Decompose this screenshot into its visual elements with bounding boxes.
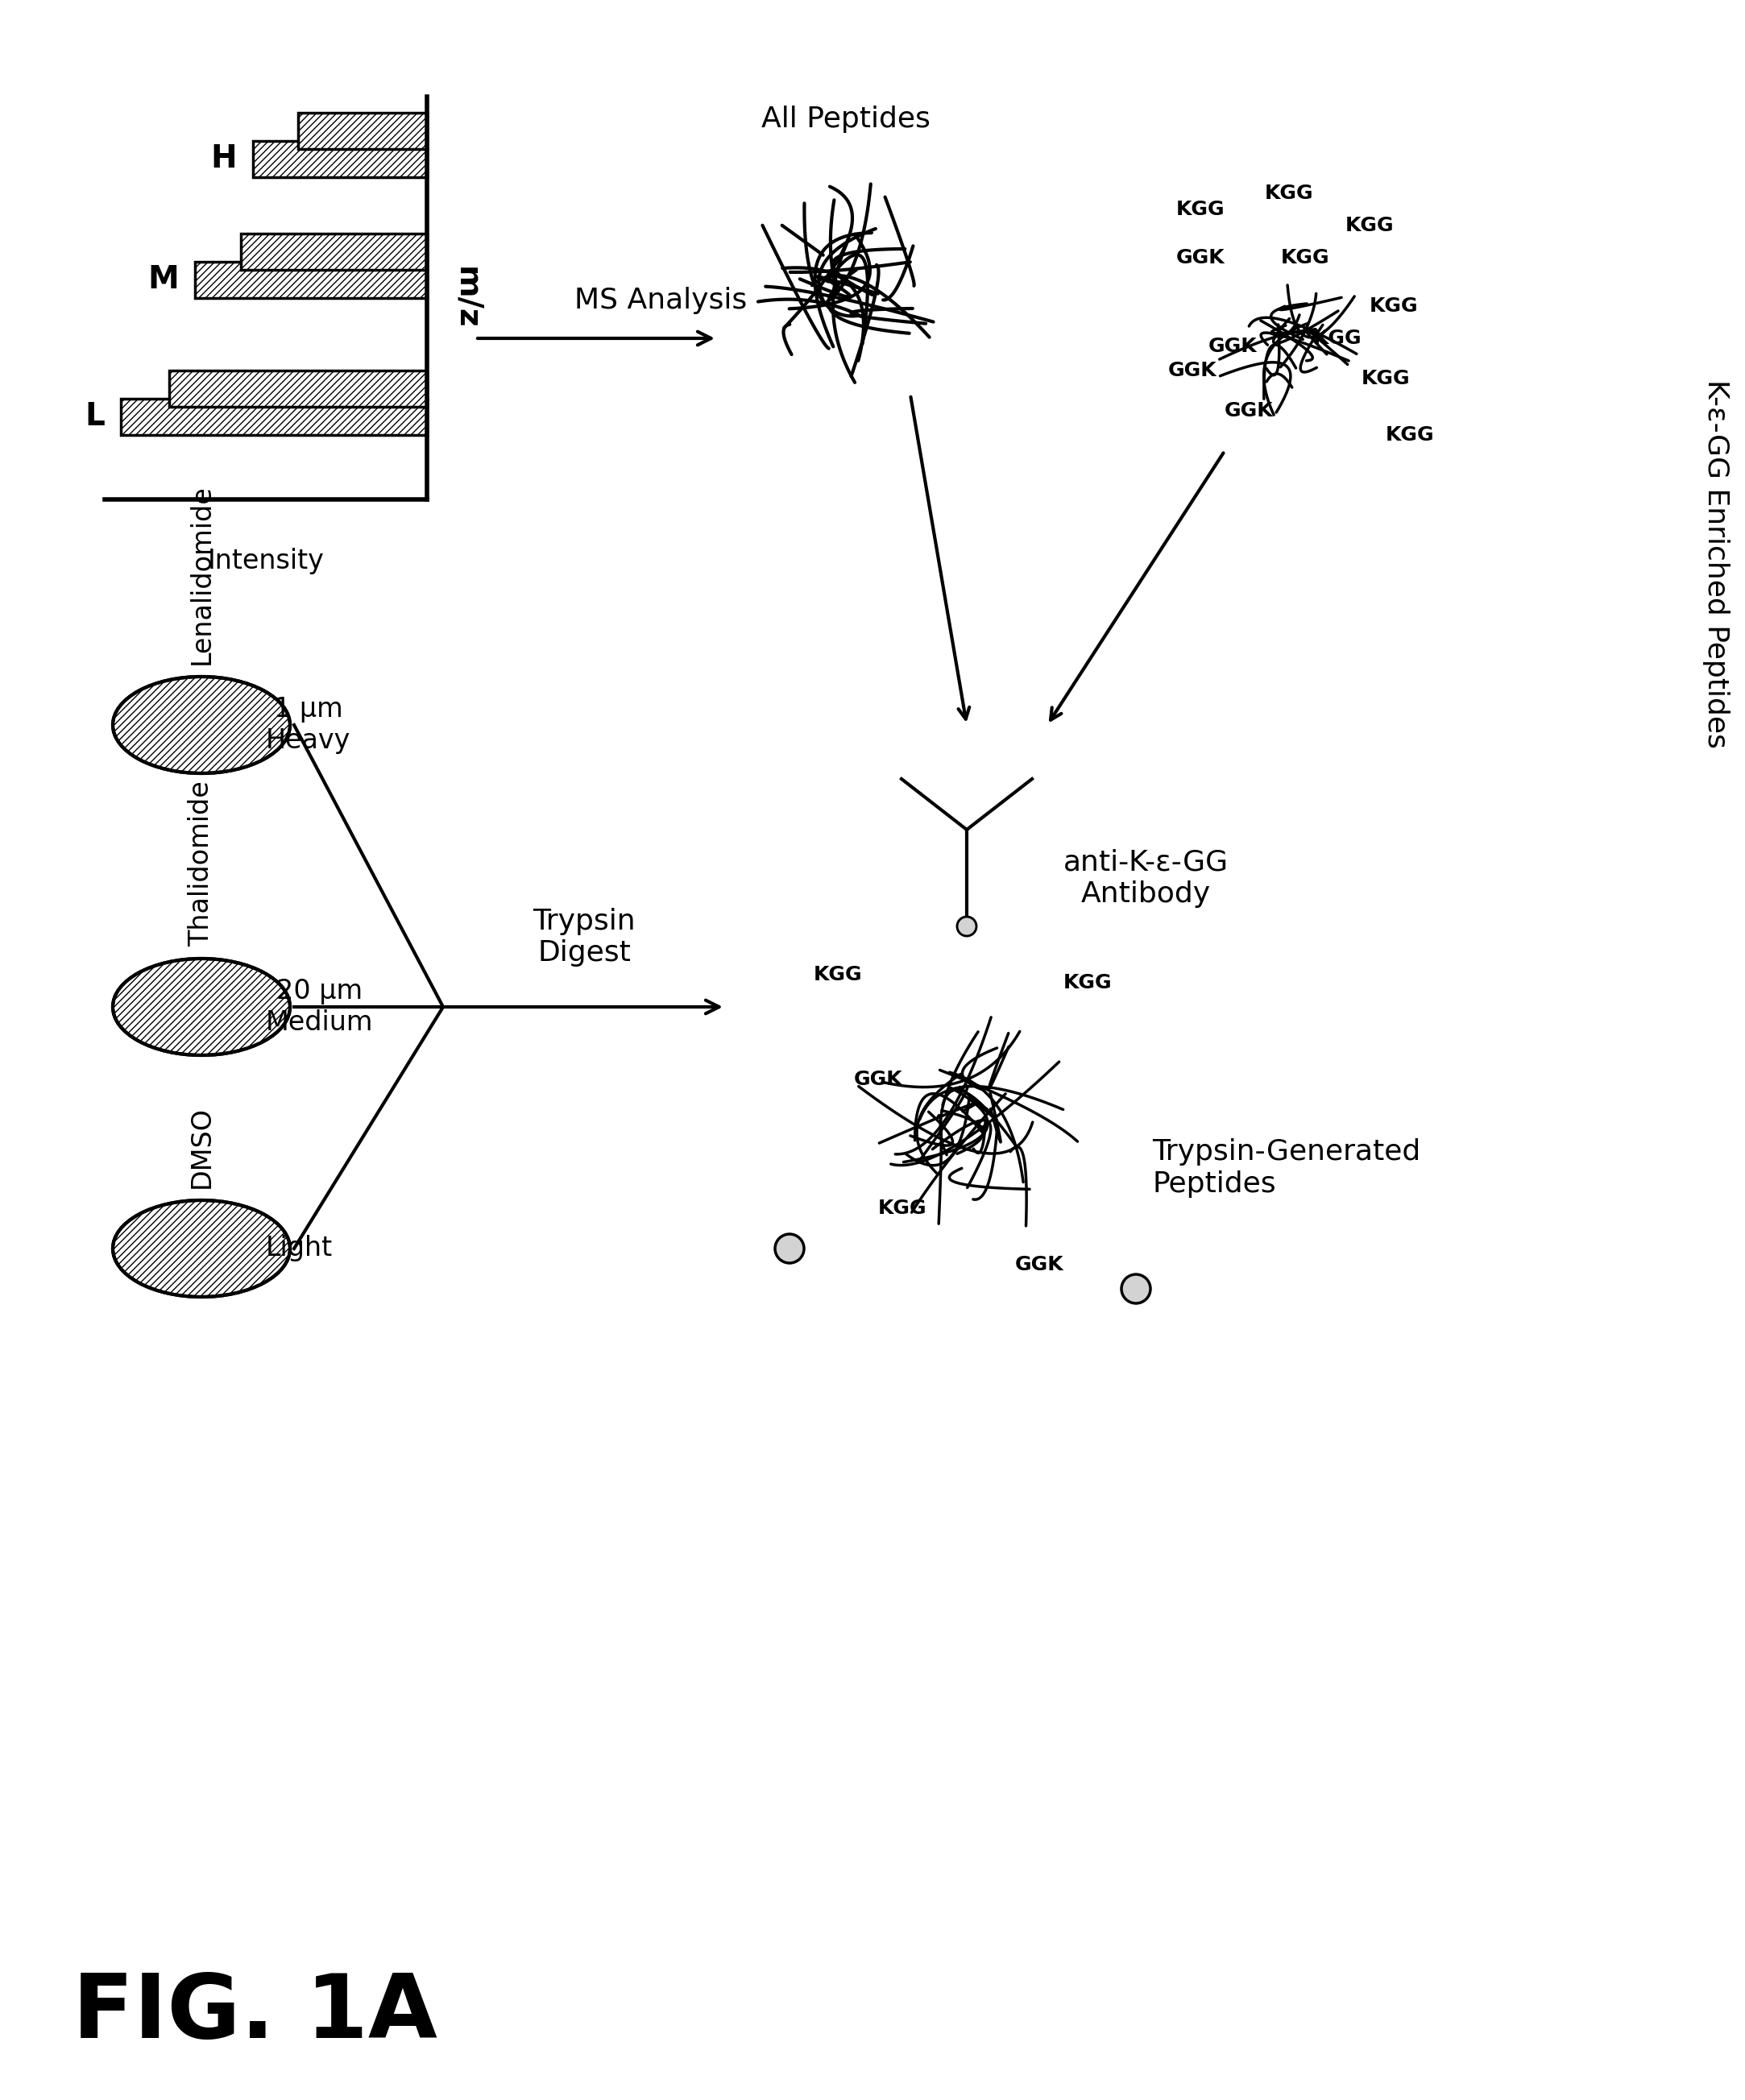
Circle shape (1122, 1275, 1150, 1304)
Text: FIG. 1A: FIG. 1A (73, 1970, 438, 2056)
Text: MS Analysis: MS Analysis (574, 288, 747, 315)
Text: m/z: m/z (452, 267, 482, 330)
Text: GGK: GGK (853, 1069, 902, 1090)
Text: L: L (86, 401, 105, 433)
Text: GGK: GGK (1016, 1256, 1064, 1275)
Text: M: M (148, 265, 178, 296)
Bar (169, 370, 428, 407)
Text: KGG: KGG (878, 1199, 927, 1218)
Text: Thalidomide: Thalidomide (188, 781, 215, 947)
Text: GGK: GGK (1167, 361, 1216, 380)
Text: GGK: GGK (1225, 401, 1274, 420)
Text: Trypsin-Generated
Peptides: Trypsin-Generated Peptides (1152, 1138, 1420, 1197)
Circle shape (775, 1235, 804, 1262)
Text: All Peptides: All Peptides (761, 105, 930, 132)
Text: GGK: GGK (1208, 336, 1256, 357)
Circle shape (956, 918, 977, 937)
Text: KGG: KGG (1345, 216, 1394, 235)
Text: KGG: KGG (1063, 972, 1112, 993)
Ellipse shape (113, 958, 290, 1054)
Text: KGG: KGG (1265, 183, 1314, 204)
Text: KGG: KGG (1386, 426, 1434, 445)
Text: KGG: KGG (1361, 370, 1410, 388)
Text: K-ε-GG Enriched Peptides: K-ε-GG Enriched Peptides (1703, 380, 1729, 748)
Text: 20 μm
Medium: 20 μm Medium (265, 979, 373, 1035)
Bar (241, 233, 428, 271)
Text: H: H (211, 143, 237, 174)
Bar (253, 141, 428, 176)
Ellipse shape (113, 1201, 290, 1298)
Text: KGG: KGG (1176, 200, 1225, 218)
Bar (195, 262, 428, 298)
Text: KGG: KGG (813, 966, 862, 985)
Text: KGG: KGG (1281, 248, 1330, 267)
Text: 1 μm
Heavy: 1 μm Heavy (265, 697, 351, 754)
Text: Lenalidomide: Lenalidomide (188, 485, 215, 664)
Ellipse shape (113, 676, 290, 773)
Text: Light: Light (265, 1235, 333, 1262)
Text: Intensity: Intensity (208, 548, 325, 573)
Bar (298, 113, 428, 149)
Text: GGK: GGK (1176, 248, 1225, 267)
Text: DMSO: DMSO (188, 1107, 215, 1189)
Text: KGG: KGG (1370, 296, 1419, 315)
Text: KGG: KGG (1312, 330, 1361, 349)
Text: Trypsin
Digest: Trypsin Digest (532, 907, 635, 966)
Bar (120, 399, 428, 435)
Text: anti-K-ε-GG
Antibody: anti-K-ε-GG Antibody (1063, 848, 1228, 907)
